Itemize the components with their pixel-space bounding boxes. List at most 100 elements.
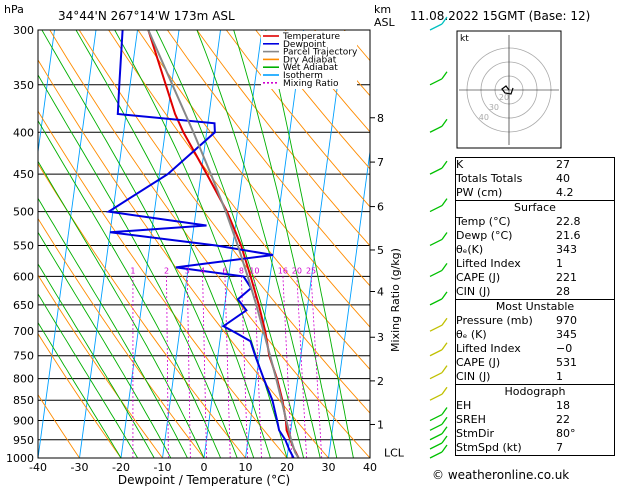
mixing-ratio-line — [186, 276, 191, 458]
mu-cin: CIN (J) 1 — [456, 370, 563, 383]
wind-barb — [429, 393, 443, 401]
isotherm — [162, 30, 221, 458]
km-tick-label: 4 — [377, 285, 384, 298]
wind-barb-flag — [441, 435, 448, 444]
isotherm — [328, 148, 370, 458]
wind-barb — [429, 23, 443, 31]
pressure-tick-label: 1000 — [6, 452, 34, 465]
hodograph-ring-label: 30 — [489, 103, 499, 112]
dry-adiabat — [108, 30, 370, 371]
legend-label: Isotherm — [283, 71, 323, 81]
wind-barb — [429, 442, 443, 450]
hodo-stmspd: StmSpd (kt) 7 — [456, 441, 563, 454]
km-tick-label: 1 — [377, 418, 384, 431]
pressure-tick-label: 550 — [13, 239, 34, 252]
x-tick-label: 20 — [280, 461, 294, 474]
km-tick-label: 6 — [377, 201, 384, 214]
x-tick-label: -40 — [29, 461, 47, 474]
surface-section: Surface Temp (°C) 22.8 Dewp (°C) 21.6 θₑ(K… — [455, 201, 615, 300]
isotherm — [38, 30, 97, 458]
mixing-ratio-label: 1 — [130, 266, 135, 275]
wind-barb-flag — [441, 426, 448, 435]
mixing-ratio-label: 16 — [278, 266, 288, 275]
index-k: K 27 — [456, 158, 570, 171]
station-location: 34°44'N 267°14'W 173m ASL — [58, 9, 235, 23]
km-tick-label: 2 — [377, 375, 384, 388]
most-unstable-section: Most Unstable Pressure (mb) 970 θₑ (K) 345… — [455, 300, 615, 385]
mixing-ratio-label: 6 — [222, 266, 227, 275]
wind-barb — [429, 269, 443, 277]
hodograph-ring-label: 20 — [499, 93, 509, 102]
km-tick-label: 8 — [377, 112, 384, 125]
wet-adiabat — [38, 197, 188, 458]
km-unit-label: km — [374, 3, 391, 16]
wind-barb-flag — [441, 16, 448, 25]
legend-label: Dewpoint — [283, 40, 326, 50]
valid-time: 11.08.2022 15GMT (Base: 12) — [410, 9, 590, 23]
dry-adiabat — [167, 30, 370, 287]
mixing-ratio-label: 4 — [200, 266, 205, 275]
dry-adiabat — [225, 30, 370, 208]
mixing-ratio-line — [224, 276, 231, 458]
surface-li: Lifted Index 1 — [456, 257, 563, 270]
hodo-sreh: SREH 22 — [456, 413, 570, 426]
wind-barbs — [429, 16, 448, 459]
mu-title: Most Unstable — [495, 300, 575, 313]
dry-adiabat — [38, 274, 163, 458]
wind-barb-flag — [441, 444, 448, 453]
wind-barb — [429, 125, 443, 133]
isotherm — [38, 30, 55, 156]
plot-area — [0, 30, 370, 458]
wind-barb — [429, 349, 443, 357]
hpa-unit-label: hPa — [4, 3, 24, 16]
mu-pressure: Pressure (mb) 970 — [456, 314, 577, 327]
pressure-tick-label: 600 — [13, 270, 34, 283]
mixing-ratio-axis-label: Mixing Ratio (g/kg) — [389, 248, 402, 352]
isotherm — [286, 30, 346, 458]
legend-label: Wet Adiabat — [283, 63, 338, 73]
wind-barb-flag — [441, 263, 448, 271]
km-tick-label: 3 — [377, 331, 384, 344]
series-parcel-trajectory — [147, 30, 300, 458]
dry-adiabat — [49, 30, 370, 458]
wet-adiabat — [38, 293, 138, 458]
isotherm — [245, 30, 304, 458]
wet-adiabat — [38, 231, 172, 458]
wind-barb — [429, 205, 443, 213]
wind-barb-flag — [441, 71, 448, 80]
x-tick-label: 40 — [363, 461, 377, 474]
hodograph-unit: kt — [460, 34, 469, 44]
wind-barb-flag — [441, 160, 448, 169]
wind-barb-flag — [441, 291, 448, 300]
surface-thetae: θₑ(K) 343 — [456, 243, 577, 256]
km-tick-label: 7 — [377, 156, 384, 169]
hodograph-ring-label: 40 — [479, 113, 489, 122]
wet-adiabat — [233, 30, 338, 458]
legend-label: Parcel Trajectory — [283, 48, 358, 58]
pressure-tick-label: 650 — [13, 299, 34, 312]
x-tick-label: 0 — [201, 461, 208, 474]
surface-title: Surface — [514, 201, 556, 214]
mixing-ratio-label: 10 — [249, 266, 259, 275]
plot-frame — [37, 29, 371, 459]
wind-barb-flag — [441, 232, 448, 240]
surface-dewp: Dewp (°C) 21.6 — [456, 229, 581, 242]
wet-adiabat — [38, 160, 205, 458]
wind-barb — [429, 298, 443, 306]
index-pw: PW (cm) 4.2 — [456, 186, 574, 199]
x-tick-label: -30 — [71, 461, 89, 474]
wind-barb — [429, 167, 443, 175]
hodo-eh: EH 18 — [456, 399, 570, 412]
wind-barb-flag — [441, 317, 448, 326]
isotherm — [0, 30, 13, 458]
dry-adiabat — [255, 30, 370, 170]
mixing-ratio-label: 25 — [306, 266, 316, 275]
x-axis-label: Dewpoint / Temperature (°C) — [118, 473, 290, 486]
surface-cape: CAPE (J) 221 — [456, 271, 577, 284]
pressure-tick-label: 750 — [13, 350, 34, 363]
wet-adiabat — [265, 30, 354, 458]
dry-adiabat — [38, 393, 80, 458]
legend-label: Temperature — [282, 32, 340, 42]
dry-adiabat — [38, 217, 205, 458]
